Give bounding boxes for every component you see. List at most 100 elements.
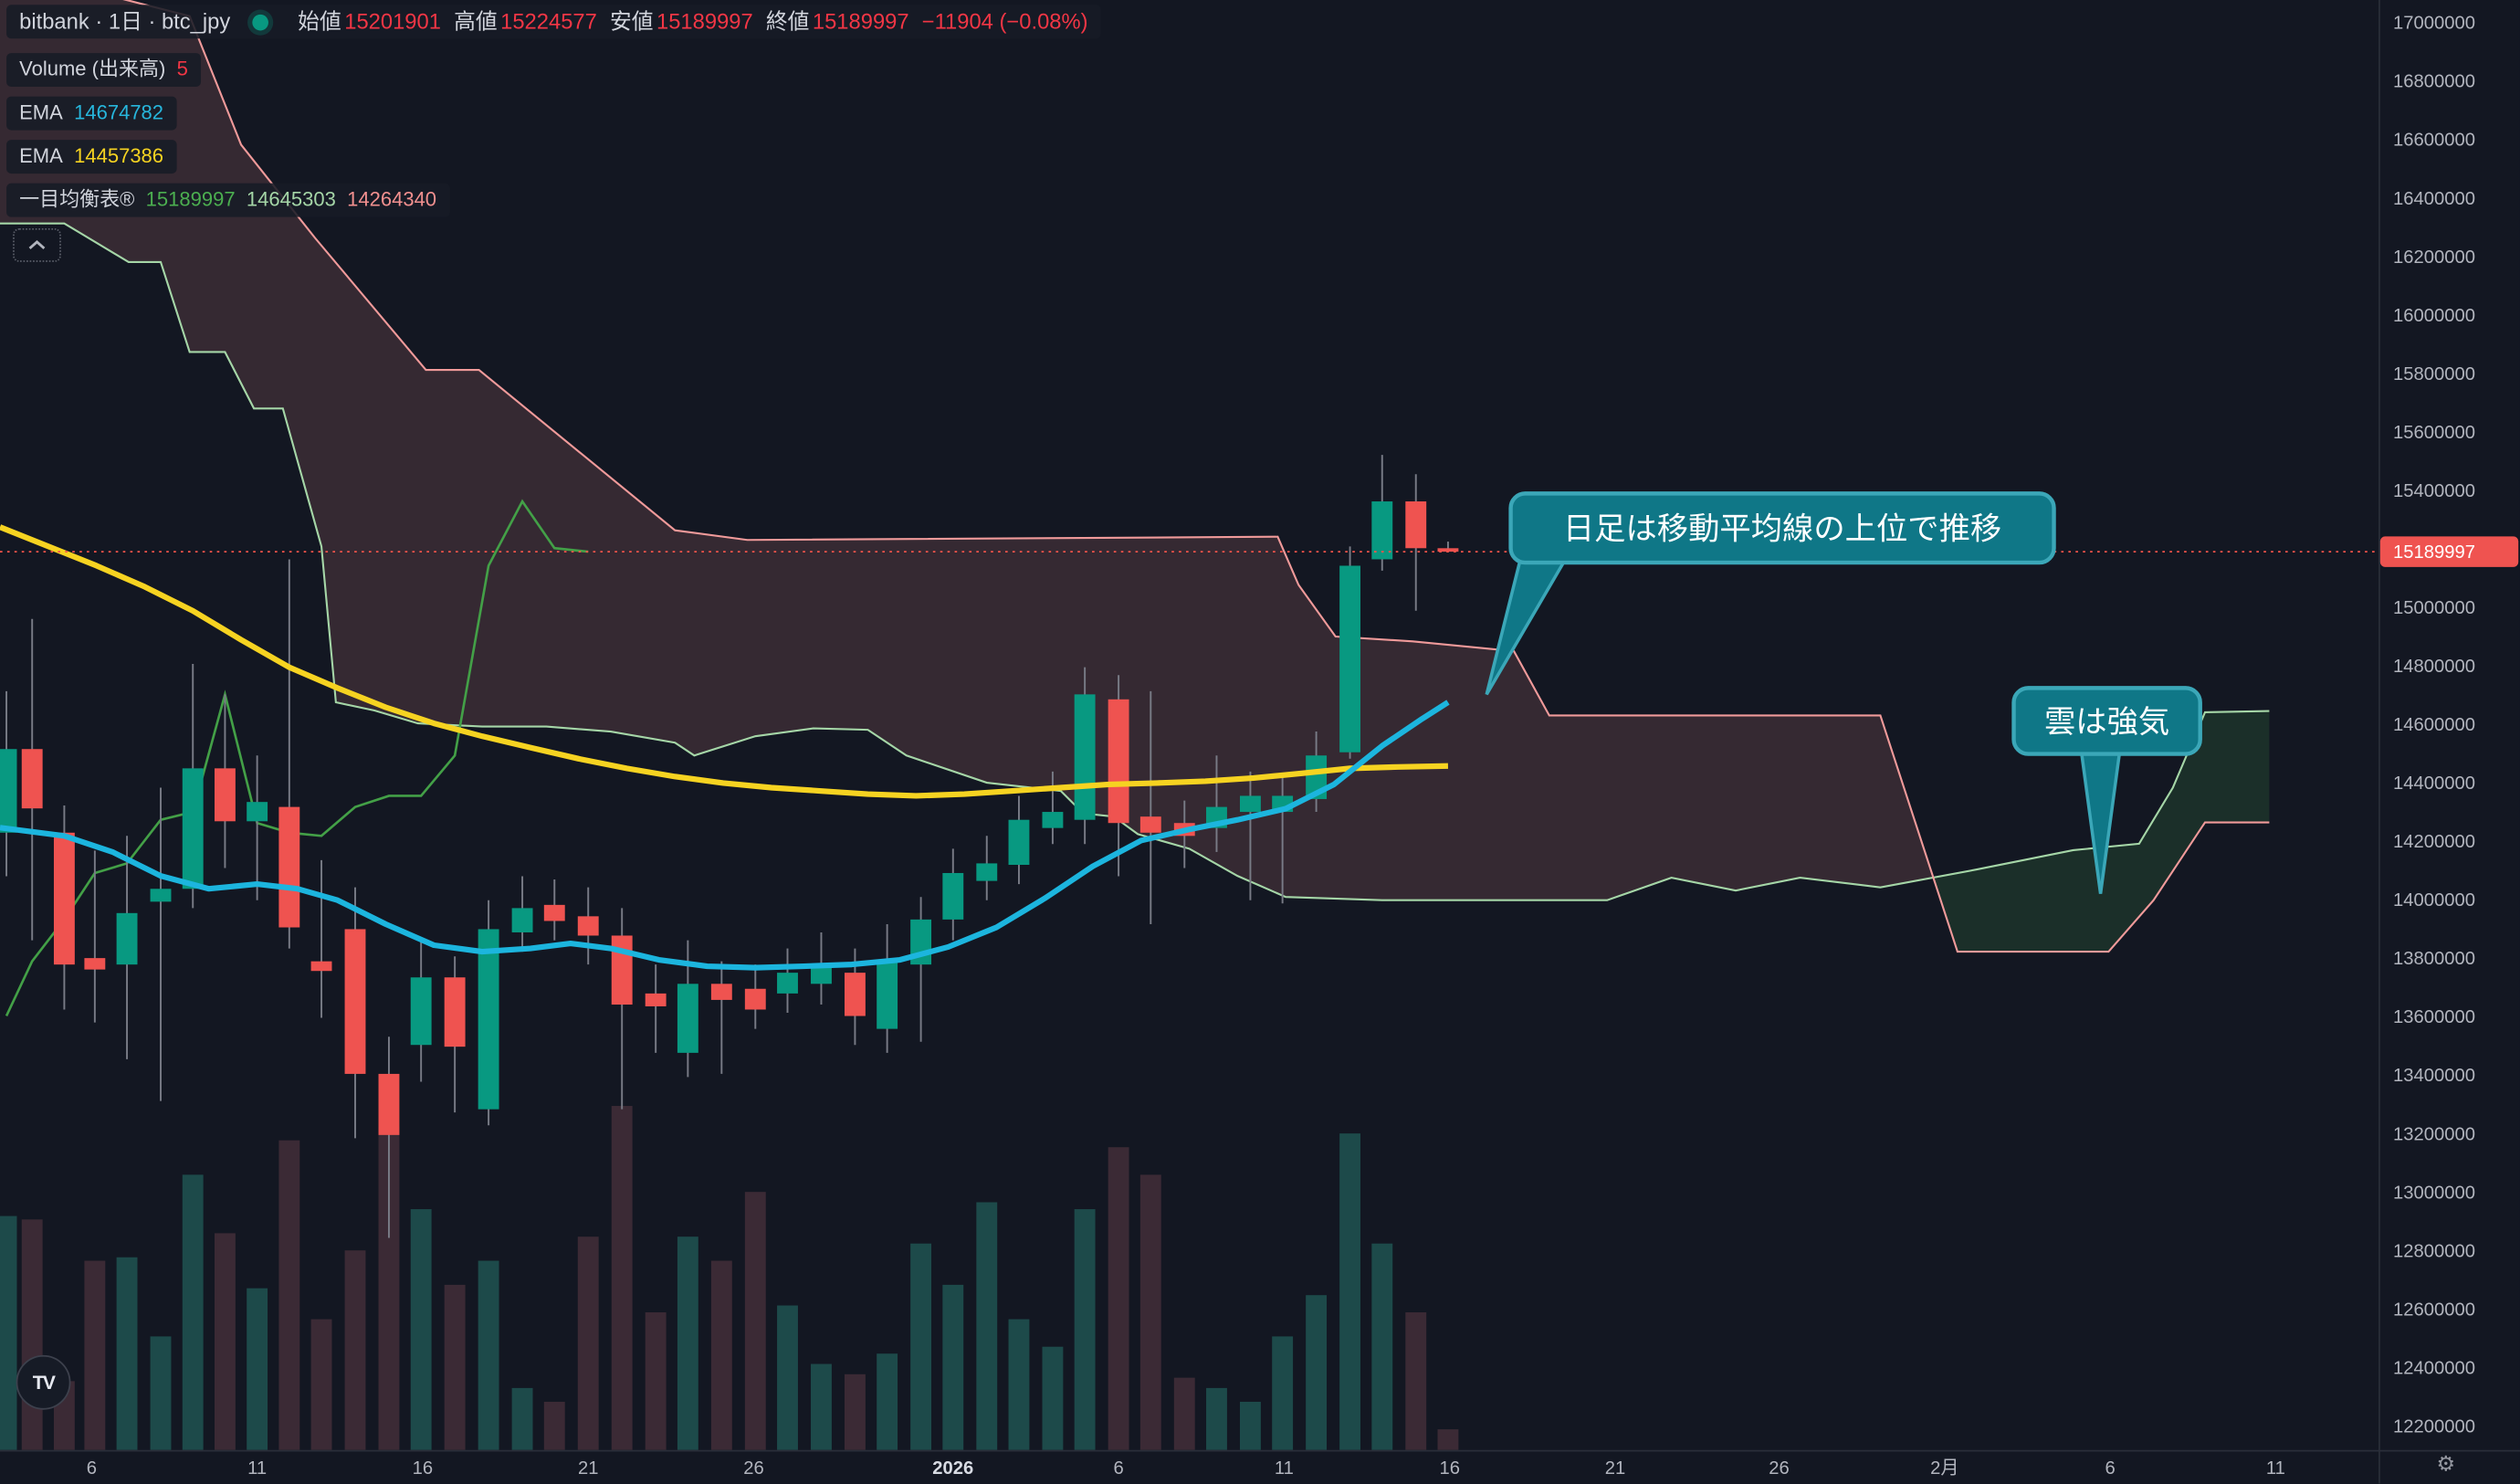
time-axis-label: 21 <box>1605 1458 1626 1479</box>
volume-bar <box>1206 1387 1227 1450</box>
volume-bar <box>910 1243 932 1450</box>
time-axis-label: 2月 <box>1930 1458 1959 1479</box>
time-axis-label: 11 <box>2266 1458 2285 1479</box>
chevron-up-icon <box>28 240 46 250</box>
high-label: 高値 <box>454 9 498 34</box>
legend-volume-row[interactable]: Volume (出来高) 5 <box>6 53 201 88</box>
legend-ema-slow-row[interactable]: EMA 14457386 <box>6 140 177 174</box>
candle-body <box>1405 501 1427 549</box>
legend-ichimoku-row[interactable]: 一目均衡表® 15189997 14645303 14264340 <box>6 183 450 217</box>
candle <box>478 900 499 1126</box>
volume-bar <box>150 1336 172 1450</box>
candle-body <box>976 863 998 881</box>
candle-body <box>84 958 106 970</box>
ichimoku-label: 一目均衡表® <box>19 187 135 211</box>
candle-body <box>1074 694 1096 820</box>
ichimoku-value-3: 14264340 <box>347 187 437 211</box>
callout-cloud-bullish[interactable]: 雲は強気 <box>2011 686 2202 894</box>
volume-bar <box>942 1284 964 1450</box>
volume-bar <box>84 1260 106 1450</box>
price-axis-label: 16400000 <box>2393 189 2475 209</box>
time-axis-label: 2026 <box>932 1458 973 1479</box>
settings-gear-icon[interactable]: ⚙ <box>2436 1452 2455 1476</box>
senkou-a-line <box>0 222 2270 901</box>
ema-fast-label: EMA <box>19 100 63 124</box>
candle <box>811 931 832 1005</box>
candle-body <box>677 984 698 1053</box>
candle <box>378 1037 400 1238</box>
legend-ema-fast-row[interactable]: EMA 14674782 <box>6 96 177 131</box>
candle <box>21 618 43 941</box>
time-axis-label: 16 <box>1439 1458 1460 1479</box>
volume-bar <box>1437 1429 1459 1450</box>
candle <box>877 923 898 1053</box>
ema-fast-line <box>0 700 1450 971</box>
close-value: 15189997 <box>812 9 909 34</box>
callout-moving-average[interactable]: 日足は移動平均線の上位で推移 <box>1485 491 2056 696</box>
candle-body <box>310 961 332 972</box>
price-axis-label: 14600000 <box>2393 715 2475 735</box>
candle-body <box>214 768 236 822</box>
senkou-b-line <box>122 0 2270 953</box>
time-axis-label: 26 <box>1769 1458 1790 1479</box>
volume-bar <box>543 1401 565 1450</box>
price-axis-label: 14400000 <box>2393 774 2475 794</box>
price-axis[interactable]: 17000000 16800000 16600000 16400000 16200000… <box>2379 14 2519 1437</box>
price-axis-label: 16200000 <box>2393 247 2475 268</box>
candle-body <box>543 904 565 921</box>
market-status-dot-icon <box>252 13 269 30</box>
candle-body <box>710 984 732 1000</box>
price-axis-label: 13000000 <box>2393 1183 2475 1203</box>
volume-bar <box>478 1260 499 1450</box>
candle-body <box>0 749 17 833</box>
candle <box>1405 474 1427 611</box>
candle <box>1437 542 1459 553</box>
volume-bar <box>344 1250 366 1450</box>
candle-body <box>378 1073 400 1135</box>
candle-body <box>645 993 667 1006</box>
candle <box>116 836 138 1059</box>
tradingview-logo[interactable]: TV <box>16 1354 71 1410</box>
volume-bar <box>744 1192 766 1450</box>
candle-body <box>1139 816 1161 833</box>
candle-body <box>577 916 599 936</box>
volume-bar <box>247 1288 268 1450</box>
ichimoku-value-2: 14645303 <box>246 187 336 211</box>
candle <box>1239 771 1261 900</box>
volume-bar <box>410 1209 432 1450</box>
candle-body <box>811 964 832 984</box>
candle-body <box>116 912 138 965</box>
volume-bar <box>214 1233 236 1450</box>
volume-bar <box>1405 1312 1427 1450</box>
last-price-label: 15189997 <box>2393 542 2475 563</box>
price-axis-label: 12600000 <box>2393 1300 2475 1320</box>
candle <box>214 694 236 868</box>
symbol-title: bitbank · 1日 · btc_jpy <box>19 9 231 34</box>
volume-bar <box>976 1202 998 1450</box>
candle <box>942 848 964 941</box>
volume-bar <box>677 1237 698 1450</box>
candle <box>543 879 565 941</box>
price-axis-label: 15800000 <box>2393 364 2475 384</box>
volume-bar <box>1339 1133 1361 1450</box>
candle-body <box>744 988 766 1010</box>
candle-body <box>1437 548 1459 553</box>
volume-bar <box>611 1106 633 1450</box>
candle-body <box>1108 699 1129 824</box>
legend-collapse-button[interactable] <box>13 227 61 262</box>
callout-moving-average-text: 日足は移動平均線の上位で推移 <box>1563 512 2001 547</box>
candle-body <box>942 872 964 920</box>
volume-bar <box>1042 1346 1064 1450</box>
time-axis-label: 26 <box>743 1458 764 1479</box>
time-axis[interactable]: 6 11 16 21 26 2026 6 11 16 21 26 2月 6 11 ⚙ <box>87 1452 2455 1479</box>
price-axis-label: 16800000 <box>2393 72 2475 92</box>
candle-body <box>247 802 268 822</box>
price-axis-label: 14000000 <box>2393 890 2475 910</box>
candle-body <box>278 806 300 928</box>
legend-symbol-row[interactable]: bitbank · 1日 · btc_jpy 始値 15201901 高値 1522… <box>6 5 1101 39</box>
candle <box>1108 675 1129 877</box>
candle-body <box>511 908 533 932</box>
price-axis-label: 12800000 <box>2393 1241 2475 1261</box>
